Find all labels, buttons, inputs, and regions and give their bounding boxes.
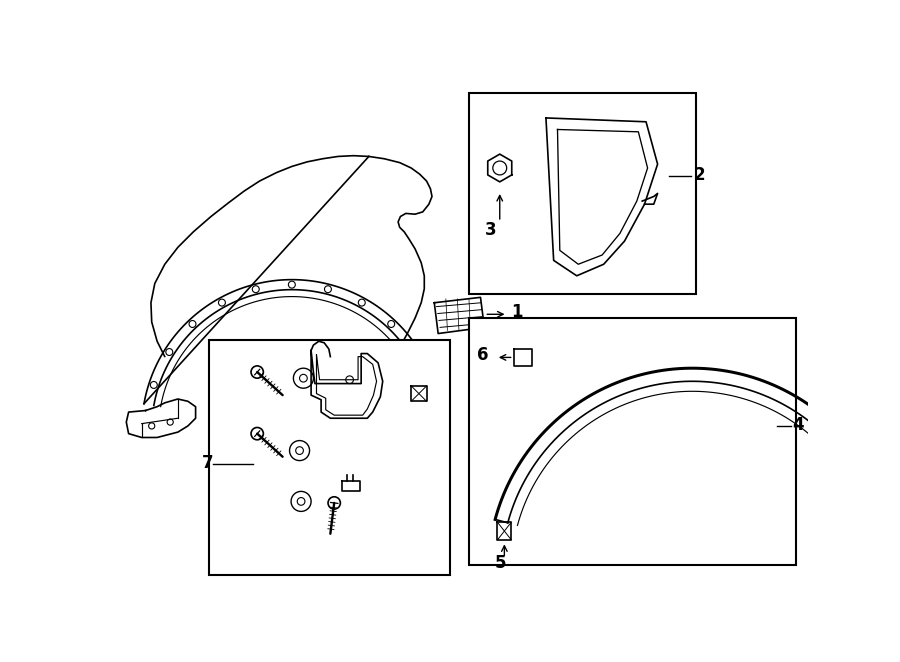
Text: 4: 4 bbox=[792, 416, 804, 434]
Text: 7: 7 bbox=[202, 454, 213, 472]
Text: 2: 2 bbox=[694, 166, 706, 183]
Text: 5: 5 bbox=[494, 554, 506, 573]
Text: 1: 1 bbox=[511, 303, 523, 321]
Bar bbox=[210, 340, 450, 575]
Bar bbox=[469, 93, 696, 293]
Bar bbox=[469, 318, 796, 565]
Text: 3: 3 bbox=[485, 221, 496, 239]
Text: 6: 6 bbox=[477, 346, 488, 365]
